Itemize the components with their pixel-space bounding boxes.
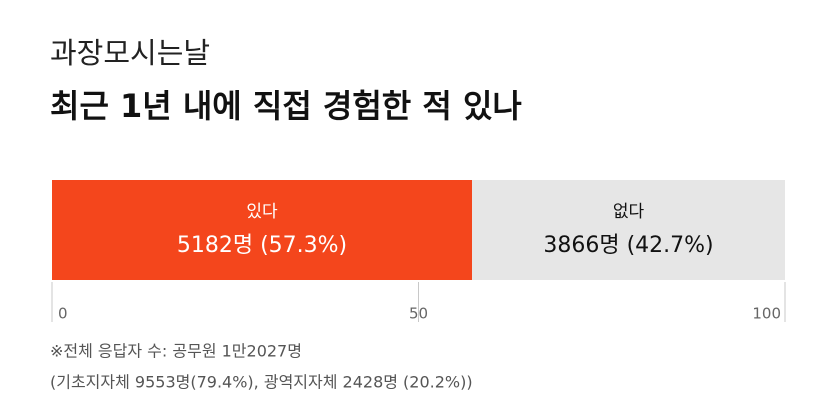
x-tick-label: 100 [752,305,781,323]
legend-label: 없다 [613,202,645,222]
note: (기초지자체 9553명(79.4%), 광역지자체 2428명 (20.2%)… [50,373,473,392]
chart-subtitle: 최근 1년 내에 직접 경험한 적 있나 [50,87,522,125]
note: ※전체 응답자 수: 공무원 1만2027명 [50,342,302,361]
data-label: 5182명 (57.3%) [177,233,347,258]
bar-segment [52,180,473,280]
legend-label: 있다 [246,202,278,222]
data-label: 3866명 (42.7%) [543,233,713,258]
x-tick-label: 50 [409,305,428,323]
x-tick-label: 0 [58,305,68,323]
chart-title: 과장모시는날 [50,36,210,70]
bar-segment [472,180,785,280]
